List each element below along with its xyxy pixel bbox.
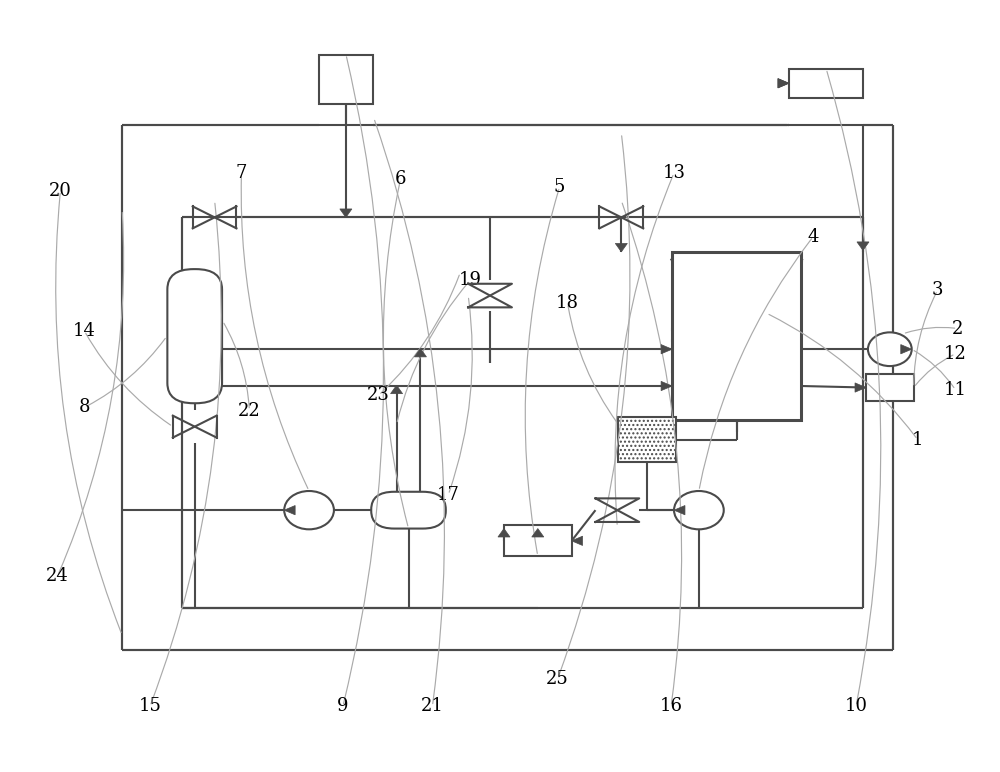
Polygon shape: [498, 529, 510, 537]
Text: 2: 2: [952, 320, 963, 337]
Polygon shape: [615, 243, 627, 252]
Polygon shape: [778, 79, 789, 88]
Text: 3: 3: [932, 281, 943, 300]
Polygon shape: [674, 506, 685, 515]
Text: 6: 6: [395, 170, 406, 188]
Polygon shape: [284, 506, 295, 515]
Circle shape: [674, 491, 724, 530]
Polygon shape: [855, 383, 866, 392]
Text: 9: 9: [337, 697, 349, 716]
Circle shape: [868, 333, 912, 366]
Text: 4: 4: [808, 228, 819, 245]
Polygon shape: [857, 242, 869, 250]
Text: 19: 19: [459, 271, 482, 290]
Polygon shape: [661, 381, 672, 391]
Polygon shape: [414, 348, 426, 357]
Text: 23: 23: [367, 386, 390, 405]
Polygon shape: [901, 344, 912, 354]
Text: 8: 8: [79, 398, 90, 416]
Bar: [789, 69, 863, 98]
Text: 18: 18: [556, 294, 579, 312]
Text: 20: 20: [49, 181, 72, 199]
Text: 25: 25: [546, 670, 569, 688]
Text: 24: 24: [46, 567, 69, 585]
FancyBboxPatch shape: [371, 492, 446, 529]
Polygon shape: [572, 537, 583, 546]
Text: 17: 17: [437, 486, 460, 504]
Text: 14: 14: [73, 322, 96, 340]
Bar: [618, 418, 676, 462]
Polygon shape: [340, 209, 352, 218]
Bar: [866, 374, 914, 401]
Text: 5: 5: [554, 178, 565, 196]
FancyBboxPatch shape: [167, 269, 222, 403]
Text: 16: 16: [660, 697, 683, 716]
Polygon shape: [391, 385, 403, 394]
Text: 12: 12: [944, 345, 967, 363]
Polygon shape: [532, 529, 544, 537]
Text: 1: 1: [912, 431, 923, 449]
Bar: [319, 55, 373, 104]
Text: 21: 21: [421, 697, 444, 716]
Text: 10: 10: [845, 697, 868, 716]
Polygon shape: [778, 79, 789, 88]
Circle shape: [284, 491, 334, 530]
Text: 13: 13: [663, 164, 686, 182]
Polygon shape: [661, 344, 672, 354]
Bar: [672, 252, 801, 421]
Text: 11: 11: [944, 381, 967, 399]
Bar: [504, 526, 572, 556]
Text: 22: 22: [238, 401, 261, 419]
Text: 7: 7: [236, 164, 247, 182]
Text: 15: 15: [139, 697, 161, 716]
